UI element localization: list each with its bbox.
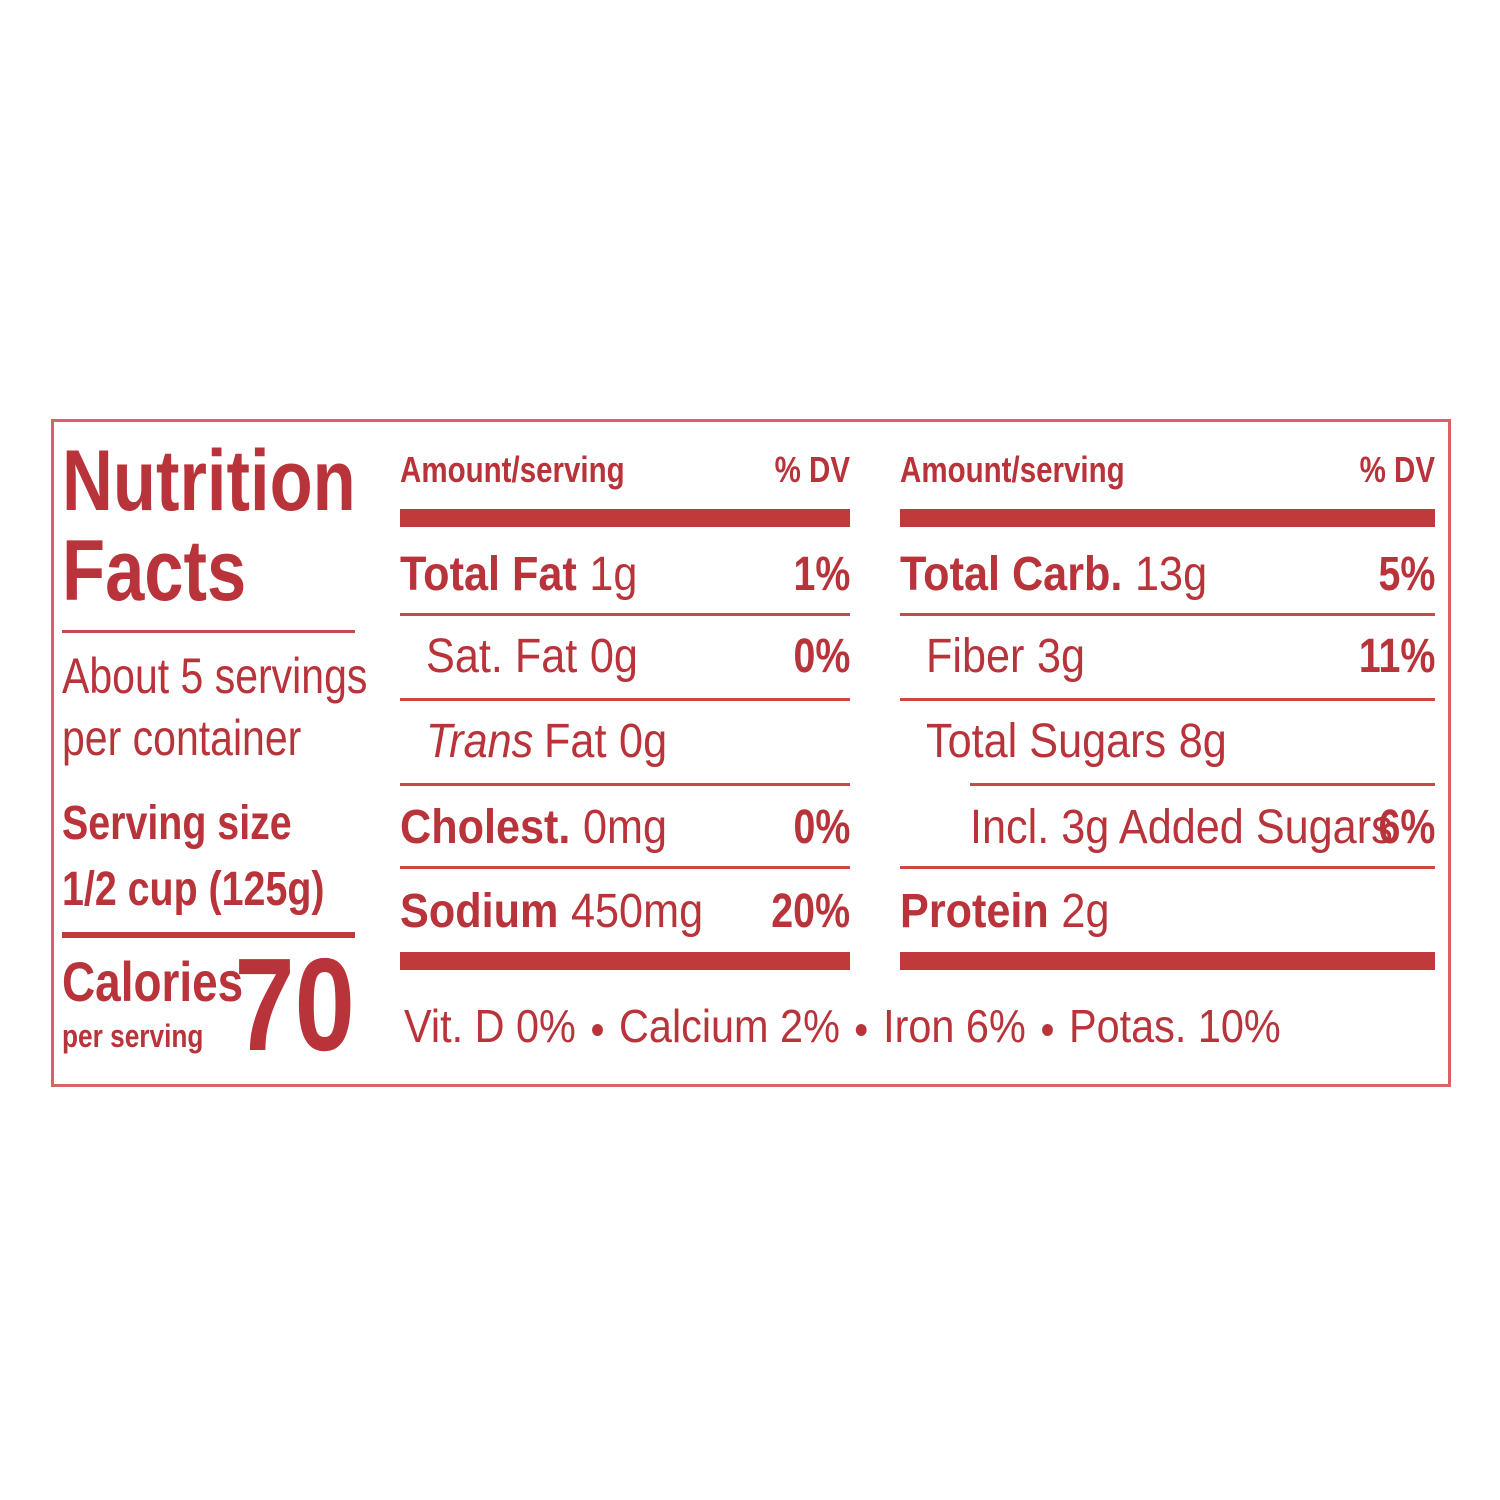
- nutrient-amount: 0mg: [583, 801, 668, 854]
- vitamin: Vit. D 0%: [404, 1000, 576, 1052]
- divider: [400, 783, 850, 786]
- nutrient-row: Total Carb. 13g: [900, 547, 1207, 603]
- nutrient-amount: 0g: [619, 715, 668, 768]
- serving-size-label: Serving size: [62, 797, 292, 850]
- nutrient-name: Incl. 3g Added Sugars: [970, 801, 1393, 854]
- divider: [400, 866, 850, 869]
- nutrient-name: Cholest.: [400, 801, 571, 854]
- nutrient-name-italic: Trans: [426, 715, 534, 768]
- divider: [900, 613, 1435, 616]
- nutrient-row: Trans Fat 0g: [426, 714, 667, 770]
- divider: [970, 783, 1435, 786]
- nutrient-amount: 0g: [589, 630, 638, 683]
- nutrient-dv: 5%: [1378, 548, 1435, 601]
- bullet: [592, 1023, 603, 1036]
- nutrient-dv: 0%: [793, 801, 850, 854]
- title-line: Nutrition: [62, 433, 356, 529]
- nutrient-row: Sodium 450mg: [400, 884, 703, 940]
- thick-bar: [900, 509, 1435, 527]
- nutrient-name: Total Carb.: [900, 548, 1123, 601]
- nutrient-amount: 2g: [1061, 885, 1110, 938]
- nutrient-name: Total Fat: [400, 548, 577, 601]
- nutrient-amount: 3g: [1037, 630, 1086, 683]
- divider: [62, 932, 355, 938]
- vitamin: Iron 6%: [883, 1000, 1026, 1052]
- nutrient-dv: 11%: [1358, 630, 1435, 683]
- nutrient-row: Total Sugars 8g: [926, 714, 1227, 770]
- calories-value: 70: [234, 931, 355, 1078]
- divider: [900, 866, 1435, 869]
- nutrient-amount: 450mg: [571, 885, 704, 938]
- thick-bar: [900, 952, 1435, 970]
- header-amount: Amount/serving: [900, 449, 1125, 490]
- nutrient-dv: 0%: [793, 630, 850, 683]
- nutrient-row: Total Fat 1g: [400, 547, 637, 603]
- header-dv: % DV: [1359, 449, 1435, 490]
- thick-bar: [400, 952, 850, 970]
- nutrient-row: Sat. Fat 0g: [426, 629, 638, 685]
- nutrient-amount: 1g: [589, 548, 638, 601]
- nutrient-amount: 13g: [1135, 548, 1208, 601]
- divider: [400, 613, 850, 616]
- vitamins: Vit. D 0% Calcium 2% Iron 6% Potas. 10%: [404, 996, 1281, 1056]
- nutrient-row: Incl. 3g Added Sugars: [970, 800, 1393, 856]
- serving-size: 1/2 cup (125g): [62, 863, 325, 916]
- vitamin: Potas. 10%: [1068, 1000, 1281, 1052]
- nutrient-row: Protein 2g: [900, 884, 1109, 940]
- servings-line: per container: [62, 710, 302, 766]
- nutrient-name: Sat. Fat: [426, 630, 578, 683]
- nutrient-row: Cholest. 0mg: [400, 800, 667, 856]
- nutrient-dv: 20%: [771, 885, 850, 938]
- calories-label: Calories: [62, 950, 244, 1013]
- nutrient-name: Fiber: [926, 630, 1025, 683]
- divider: [900, 698, 1435, 701]
- servings-line: About 5 servings: [62, 648, 368, 704]
- calories-sub: per serving: [62, 1018, 204, 1054]
- bullet: [1041, 1023, 1053, 1036]
- nutrient-amount: 8g: [1178, 715, 1227, 768]
- nutrient-dv: 1%: [793, 548, 850, 601]
- nutrient-row: Fiber 3g: [926, 629, 1085, 685]
- bullet: [856, 1023, 867, 1036]
- divider: [400, 698, 850, 701]
- divider: [62, 630, 355, 633]
- nutrient-name: Fat: [544, 715, 607, 768]
- vitamin: Calcium 2%: [619, 1000, 840, 1052]
- nutrient-name: Sodium: [400, 885, 559, 938]
- title-line: Facts: [62, 523, 247, 619]
- nutrient-name: Total Sugars: [926, 715, 1167, 768]
- header-amount: Amount/serving: [400, 449, 625, 490]
- thick-bar: [400, 509, 850, 527]
- nutrient-name: Protein: [900, 885, 1049, 938]
- header-dv: % DV: [774, 449, 850, 490]
- label-border: [51, 419, 1451, 1087]
- nutrient-dv: 6%: [1378, 801, 1435, 854]
